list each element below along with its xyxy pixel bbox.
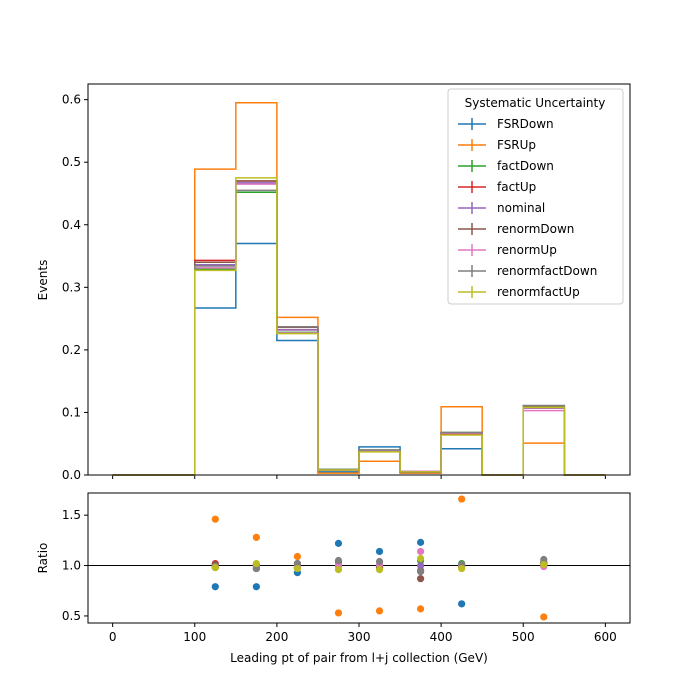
ratio-point-FSRDown: [334, 539, 343, 547]
ratio-point-FSRDown: [211, 583, 219, 591]
main-y-axis-label: Events: [36, 260, 50, 301]
ratio-point-FSRDown: [416, 538, 425, 546]
main-y-tick-label: 0.2: [62, 343, 81, 357]
ratio-point-nominal: [416, 561, 425, 570]
x-tick-label: 600: [594, 630, 617, 644]
histogram-series-group: [112, 102, 606, 476]
ratio-point-FSRUp: [458, 495, 466, 503]
ratio-point-renormfactDown: [334, 556, 343, 565]
ratio-point-FSRUp: [375, 607, 384, 615]
ratio-point-renormfactUp: [334, 565, 343, 574]
main-y-tick-label: 0.6: [62, 93, 81, 107]
legend-box: [447, 88, 624, 305]
ratio-points-group: [211, 495, 548, 621]
ratio-axes-frame: [87, 492, 631, 624]
ratio-point-renormDown: [416, 575, 425, 583]
legend-label-FSRDown: FSRDown: [497, 117, 554, 131]
x-tick-label: 200: [265, 630, 288, 644]
x-tick-label: 0: [109, 630, 117, 644]
legend: Systematic Uncertainty FSRDown FSRUp factD…: [447, 88, 624, 305]
legend-label-nominal: nominal: [497, 201, 545, 215]
ratio-point-FSRUp: [252, 533, 260, 541]
ratio-point-FSRDown: [458, 600, 466, 608]
legend-label-renormUp: renormUp: [497, 243, 557, 257]
main-axes-frame: [87, 83, 631, 476]
ratio-plot-panel: 0 100 200 300 400 500 600 0.5 1.0 1.5 Ratio Leadi…: [36, 492, 631, 665]
legend-label-renormfactUp: renormfactUp: [497, 285, 580, 299]
x-tick-label: 100: [183, 630, 206, 644]
ratio-point-renormfactDown: [252, 564, 260, 573]
ratio-y-tick-label: 1.5: [62, 508, 81, 522]
ratio-point-renormfactUp: [293, 564, 302, 573]
main-y-tick-label: 0.1: [62, 405, 81, 419]
x-tick-label: 300: [348, 630, 371, 644]
ratio-y-axis-label: Ratio: [36, 543, 50, 574]
ratio-point-renormfactUp: [252, 559, 260, 568]
ratio-point-renormfactUp: [458, 564, 466, 573]
histogram-renormfactUp: [112, 177, 606, 476]
legend-label-FSRUp: FSRUp: [497, 138, 536, 152]
main-y-tick-label: 0.5: [62, 155, 81, 169]
ratio-point-FSRUp: [211, 515, 219, 523]
ratio-point-FSRUp: [334, 609, 343, 617]
ratio-point-renormfactDown: [540, 555, 548, 564]
legend-label-renormDown: renormDown: [497, 222, 574, 236]
main-y-tick-label: 0.3: [62, 280, 81, 294]
ratio-point-FSRDown: [252, 583, 260, 591]
legend-label-factDown: factDown: [497, 159, 554, 173]
legend-label-factUp: factUp: [497, 180, 536, 194]
main-y-tick-label: 0.0: [62, 468, 81, 482]
ratio-point-renormfactDown: [375, 557, 384, 566]
ratio-y-tick-label: 1.0: [62, 559, 81, 573]
legend-title: Systematic Uncertainty: [465, 96, 606, 110]
ratio-point-renormfactDown: [416, 568, 425, 576]
ratio-point-FSRUp: [293, 552, 302, 561]
main-plot-panel: 0.0 0.1 0.2 0.3 0.4 0.5 0.6 Events Systematic …: [36, 83, 631, 482]
ratio-point-renormfactUp: [375, 565, 384, 574]
ratio-point-renormfactUp: [540, 560, 548, 569]
x-tick-label: 400: [430, 630, 453, 644]
ratio-y-tick-label: 0.5: [62, 609, 81, 623]
ratio-point-renormUp: [416, 547, 425, 556]
x-tick-label: 500: [512, 630, 535, 644]
main-y-tick-label: 0.4: [62, 218, 81, 232]
ratio-point-FSRUp: [416, 605, 425, 613]
legend-label-renormfactDown: renormfactDown: [497, 264, 597, 278]
ratio-point-renormfactUp: [416, 554, 425, 563]
ratio-point-renormfactDown: [293, 559, 302, 568]
ratio-point-FSRUp: [540, 613, 548, 621]
x-axis-label: Leading pt of pair from l+j collection (…: [230, 651, 488, 665]
ratio-point-FSRDown: [375, 547, 384, 556]
ratio-point-renormfactUp: [211, 563, 219, 572]
